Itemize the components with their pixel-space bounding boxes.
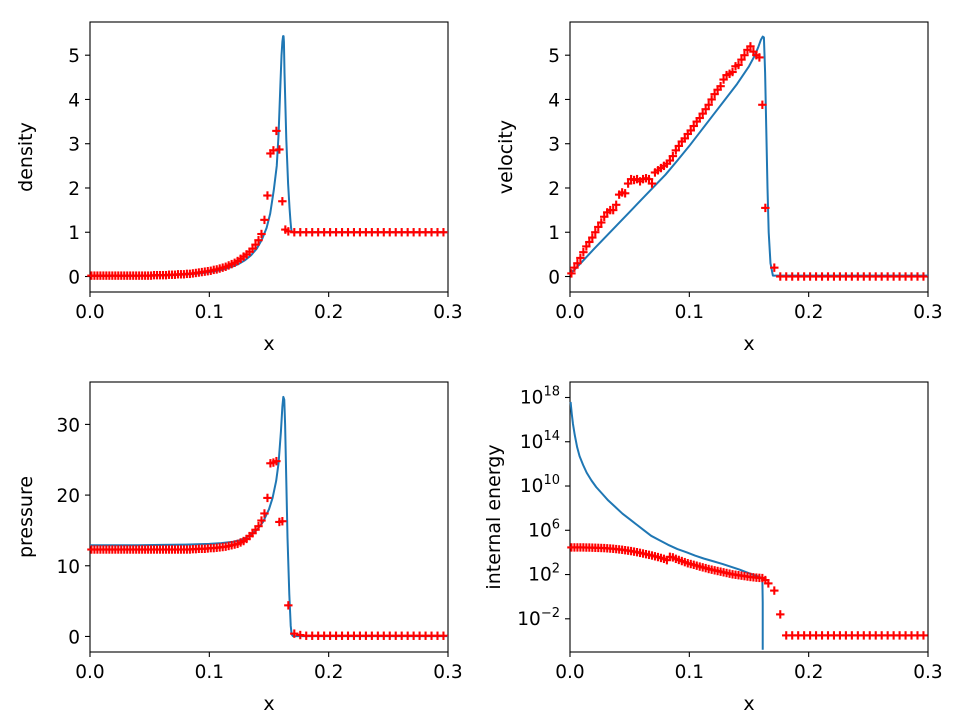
x-tick-label: 0.1 <box>675 302 704 323</box>
y-axis-label: pressure <box>15 476 37 558</box>
panel-velocity: 0.0 0.1 0.2 0.3 0 1 2 3 4 5 x velocity <box>480 0 960 360</box>
plot-area <box>569 381 929 653</box>
series-markers-numerical <box>567 42 928 281</box>
y-tick-label: 0 <box>68 268 80 289</box>
plot-internal-energy: 0.0 0.1 0.2 0.3 10−2 102 106 1010 1014 1018 x inter… <box>483 381 943 715</box>
y-tick-label: 1018 <box>520 384 560 408</box>
x-axis-label: x <box>263 333 274 355</box>
y-tick-label: 4 <box>68 90 80 111</box>
panel-pressure: 0.0 0.1 0.2 0.3 0 10 20 30 x pressure <box>0 360 480 720</box>
y-tick-label: 4 <box>548 90 560 111</box>
x-axis-label: x <box>743 333 754 355</box>
series-line-analytic <box>90 395 448 638</box>
x-tick-label: 0.0 <box>75 302 104 323</box>
y-tick-label: 20 <box>56 486 80 507</box>
y-tick-label: 2 <box>548 179 560 200</box>
x-tick-label: 0.1 <box>195 302 224 323</box>
x-tick-label: 0.3 <box>433 302 462 323</box>
x-tick-label: 0.2 <box>314 662 343 683</box>
y-axis-label: velocity <box>495 120 517 194</box>
y-tick-label: 1 <box>68 223 80 244</box>
y-tick-label: 3 <box>548 135 560 156</box>
panel-internal-energy: 0.0 0.1 0.2 0.3 10−2 102 106 1010 1014 1018 x inter… <box>480 360 960 720</box>
x-tick-label: 0.1 <box>195 662 224 683</box>
y-tick-label: 0 <box>68 627 80 648</box>
y-tick-label: 2 <box>68 179 80 200</box>
x-axis-label: x <box>263 693 274 715</box>
y-tick-label: 10−2 <box>517 606 560 630</box>
series-markers-numerical <box>567 543 928 640</box>
y-tick-label: 102 <box>528 562 560 586</box>
panel-density: 0.0 0.1 0.2 0.3 0 1 2 3 4 5 x density <box>0 0 480 360</box>
x-tick-label: 0.0 <box>555 662 584 683</box>
plot-area <box>89 21 449 293</box>
y-tick-label: 5 <box>548 46 560 67</box>
series-line-analytic <box>569 401 764 650</box>
x-tick-label: 0.0 <box>555 302 584 323</box>
series-line-analytic <box>90 35 448 277</box>
y-tick-label: 1014 <box>520 429 560 453</box>
y-tick-label: 1010 <box>520 473 560 497</box>
plot-density: 0.0 0.1 0.2 0.3 0 1 2 3 4 5 x density <box>15 21 463 355</box>
plot-area <box>89 381 449 653</box>
plot-area <box>569 21 929 293</box>
x-tick-label: 0.3 <box>433 662 462 683</box>
x-tick-label: 0.2 <box>314 302 343 323</box>
x-tick-label: 0.3 <box>913 302 942 323</box>
y-tick-label: 0 <box>548 268 560 289</box>
y-axis-label: internal energy <box>483 444 505 589</box>
x-tick-label: 0.2 <box>794 302 823 323</box>
plot-pressure: 0.0 0.1 0.2 0.3 0 10 20 30 x pressure <box>15 381 463 715</box>
y-tick-label: 30 <box>56 415 80 436</box>
x-tick-label: 0.3 <box>913 662 942 683</box>
y-tick-label: 10 <box>56 557 80 578</box>
x-tick-label: 0.1 <box>675 662 704 683</box>
y-tick-label: 3 <box>68 135 80 156</box>
plot-velocity: 0.0 0.1 0.2 0.3 0 1 2 3 4 5 x velocity <box>495 21 943 355</box>
series-line-analytic <box>569 35 928 277</box>
y-axis-label: density <box>15 122 37 192</box>
y-tick-label: 1 <box>548 223 560 244</box>
x-tick-label: 0.0 <box>75 662 104 683</box>
series-markers-numerical <box>87 126 448 280</box>
x-tick-label: 0.2 <box>794 662 823 683</box>
x-axis-label: x <box>743 693 754 715</box>
y-tick-label: 5 <box>68 46 80 67</box>
series-markers-numerical <box>87 456 448 640</box>
y-tick-label: 106 <box>528 517 560 541</box>
